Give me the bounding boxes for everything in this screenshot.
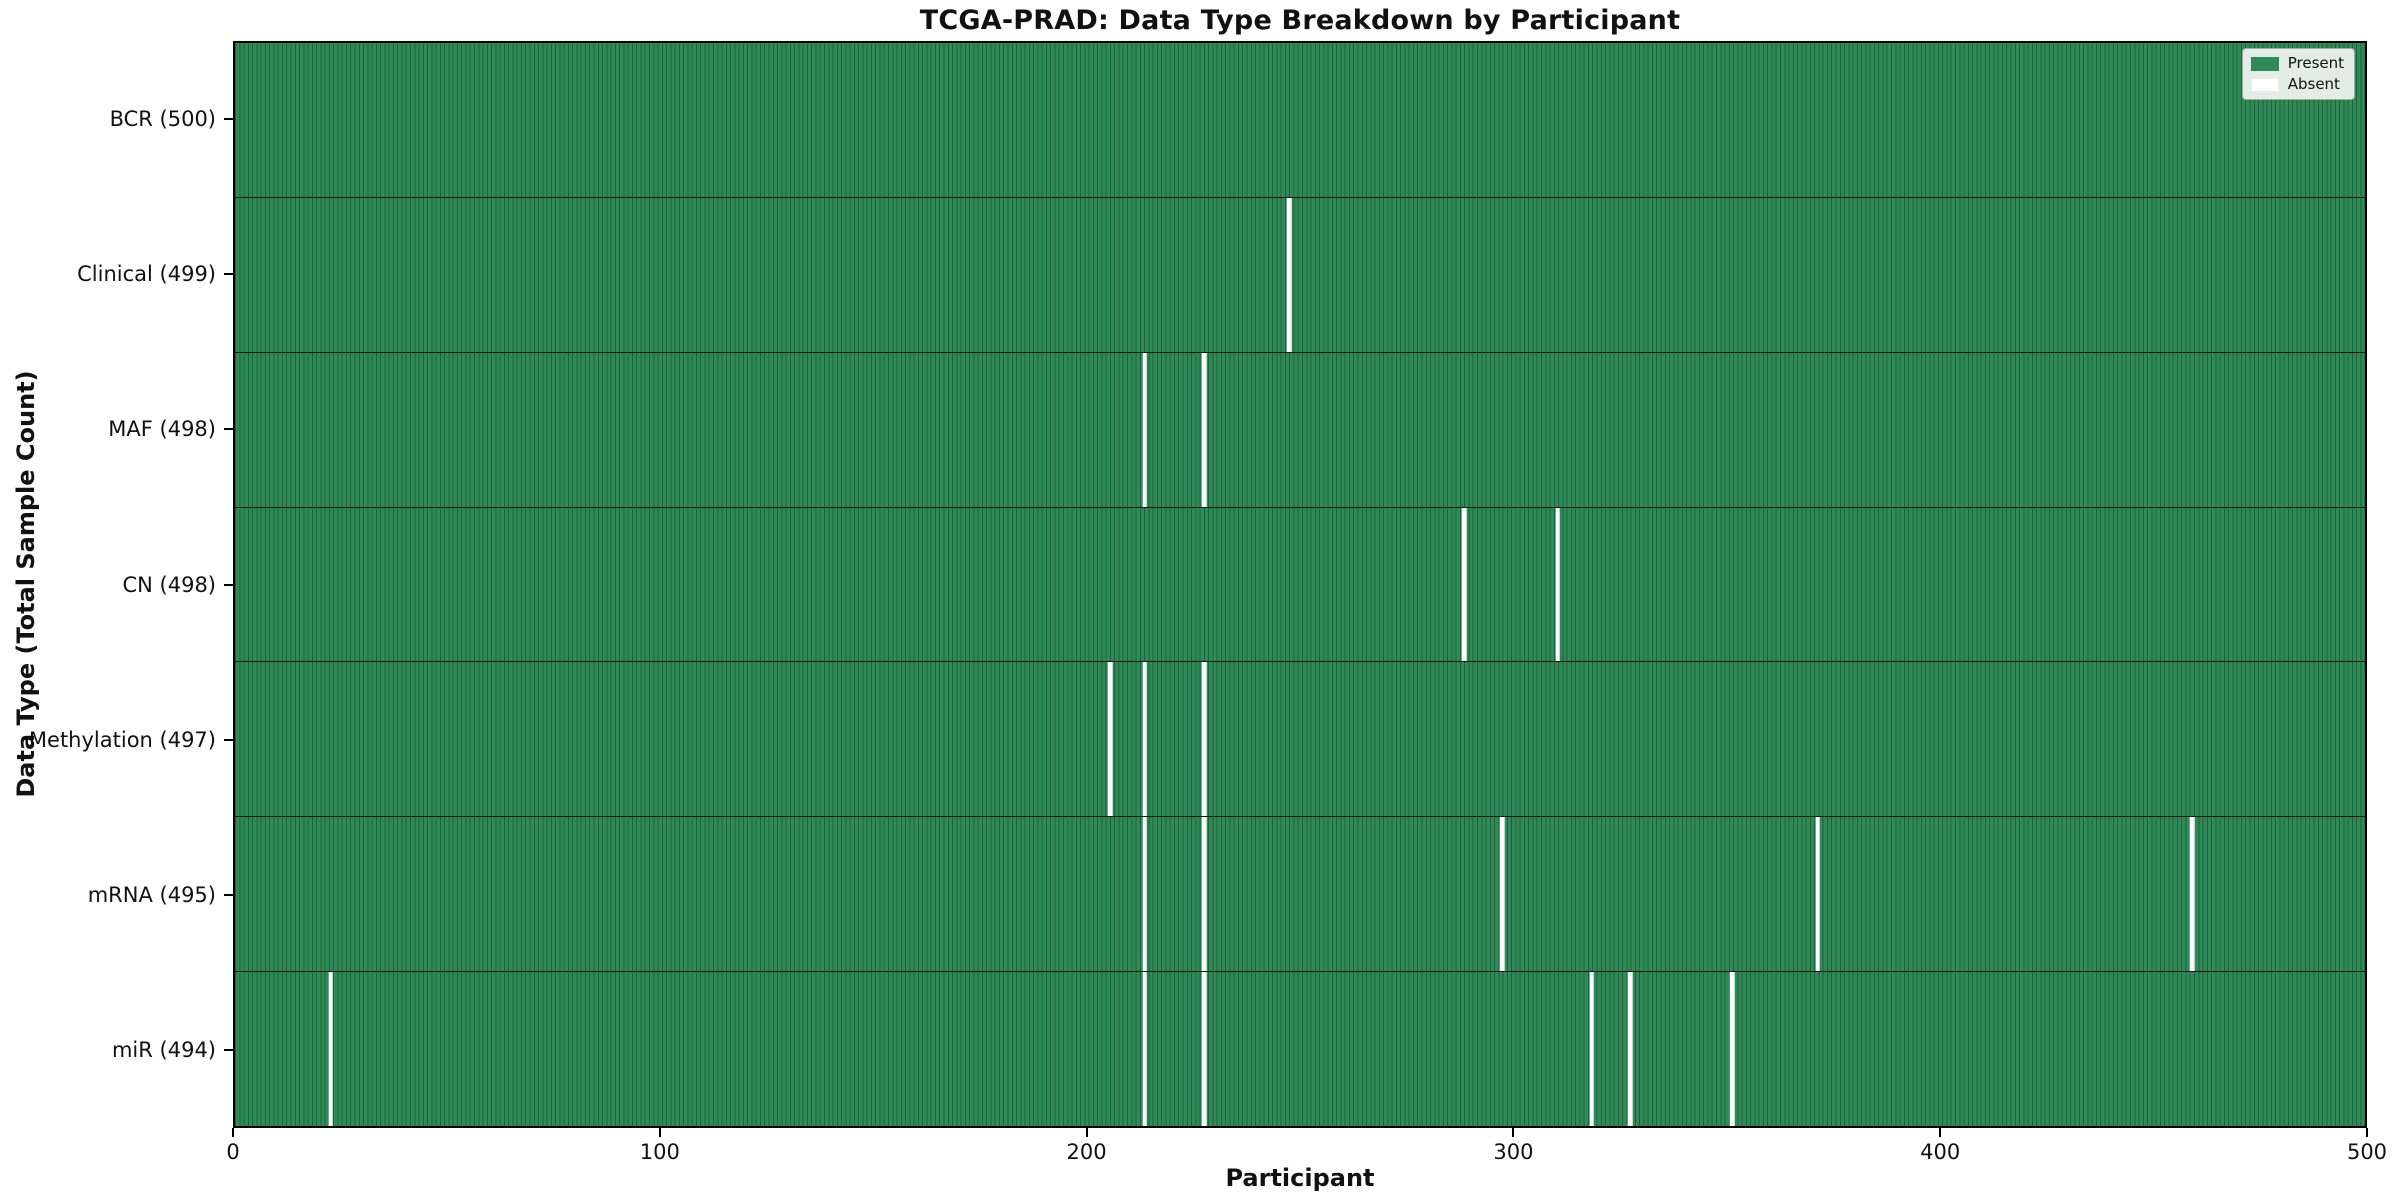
x-tick-mark — [1085, 1128, 1088, 1137]
y-tick-mark — [224, 272, 233, 275]
absent-gap — [1201, 972, 1207, 1127]
y-tick-mark — [224, 428, 233, 431]
absent-gap — [1815, 817, 1820, 972]
row-mrna — [235, 816, 2365, 972]
absent-gap — [1108, 662, 1113, 817]
absent-gap — [1500, 817, 1505, 972]
absent-gap — [1201, 662, 1207, 817]
absent-gap — [1142, 352, 1147, 507]
row-cn — [235, 506, 2365, 662]
absent-gap — [1142, 662, 1147, 817]
absent-gap — [1142, 817, 1147, 972]
plot-area: Present Absent — [233, 41, 2367, 1128]
absent-gap — [2190, 817, 2195, 972]
chart-title: TCGA-PRAD: Data Type Breakdown by Partic… — [919, 5, 1681, 36]
legend-item-absent: Absent — [2250, 75, 2344, 93]
x-tick-label: 0 — [226, 1140, 240, 1164]
x-tick-label: 200 — [1066, 1140, 1107, 1164]
y-tick-mark — [224, 117, 233, 120]
x-tick-mark — [658, 1128, 661, 1137]
x-tick-label: 100 — [639, 1140, 680, 1164]
x-axis-label: Participant — [1225, 1164, 1375, 1192]
absent-gap — [1201, 817, 1207, 972]
absent-gap — [328, 972, 334, 1127]
row-clinical — [235, 196, 2365, 352]
legend-label: Absent — [2287, 75, 2340, 93]
absent-gap — [1555, 507, 1561, 662]
row-bcr — [235, 43, 2365, 197]
row-maf — [235, 351, 2365, 507]
x-tick-mark — [232, 1128, 234, 1137]
y-tick-mark — [224, 583, 233, 586]
x-tick-label: 300 — [1493, 1140, 1534, 1164]
x-tick-mark — [1512, 1128, 1515, 1137]
y-tick-label: CN (498) — [122, 572, 216, 597]
x-tick-mark — [2366, 1128, 2368, 1137]
absent-gap — [1287, 197, 1292, 352]
y-tick-label: miR (494) — [111, 1038, 216, 1063]
y-tick-label: Clinical (499) — [77, 261, 216, 286]
y-tick-mark — [224, 1049, 233, 1052]
legend-label: Present — [2287, 54, 2344, 72]
y-tick-label: Methylation (497) — [28, 727, 216, 752]
x-tick-label: 400 — [1920, 1140, 1961, 1164]
absent-swatch-icon — [2250, 77, 2279, 92]
y-tick-label: mRNA (495) — [87, 883, 216, 908]
x-tick-label: 500 — [2346, 1140, 2388, 1164]
row-mir — [235, 971, 2365, 1127]
y-tick-mark — [224, 738, 233, 741]
absent-gap — [1142, 972, 1147, 1127]
absent-gap — [1461, 507, 1467, 662]
present-swatch-icon — [2250, 56, 2279, 71]
row-methylation — [235, 661, 2365, 817]
absent-gap — [1730, 972, 1735, 1127]
y-tick-label: MAF (498) — [108, 417, 216, 442]
y-tick-label: BCR (500) — [109, 106, 216, 131]
y-tick-mark — [224, 894, 233, 897]
absent-gap — [1589, 972, 1595, 1127]
absent-gap — [1627, 972, 1633, 1127]
legend: Present Absent — [2241, 48, 2355, 100]
legend-item-present: Present — [2250, 54, 2344, 72]
x-tick-mark — [1939, 1128, 1942, 1137]
absent-gap — [1201, 352, 1207, 507]
